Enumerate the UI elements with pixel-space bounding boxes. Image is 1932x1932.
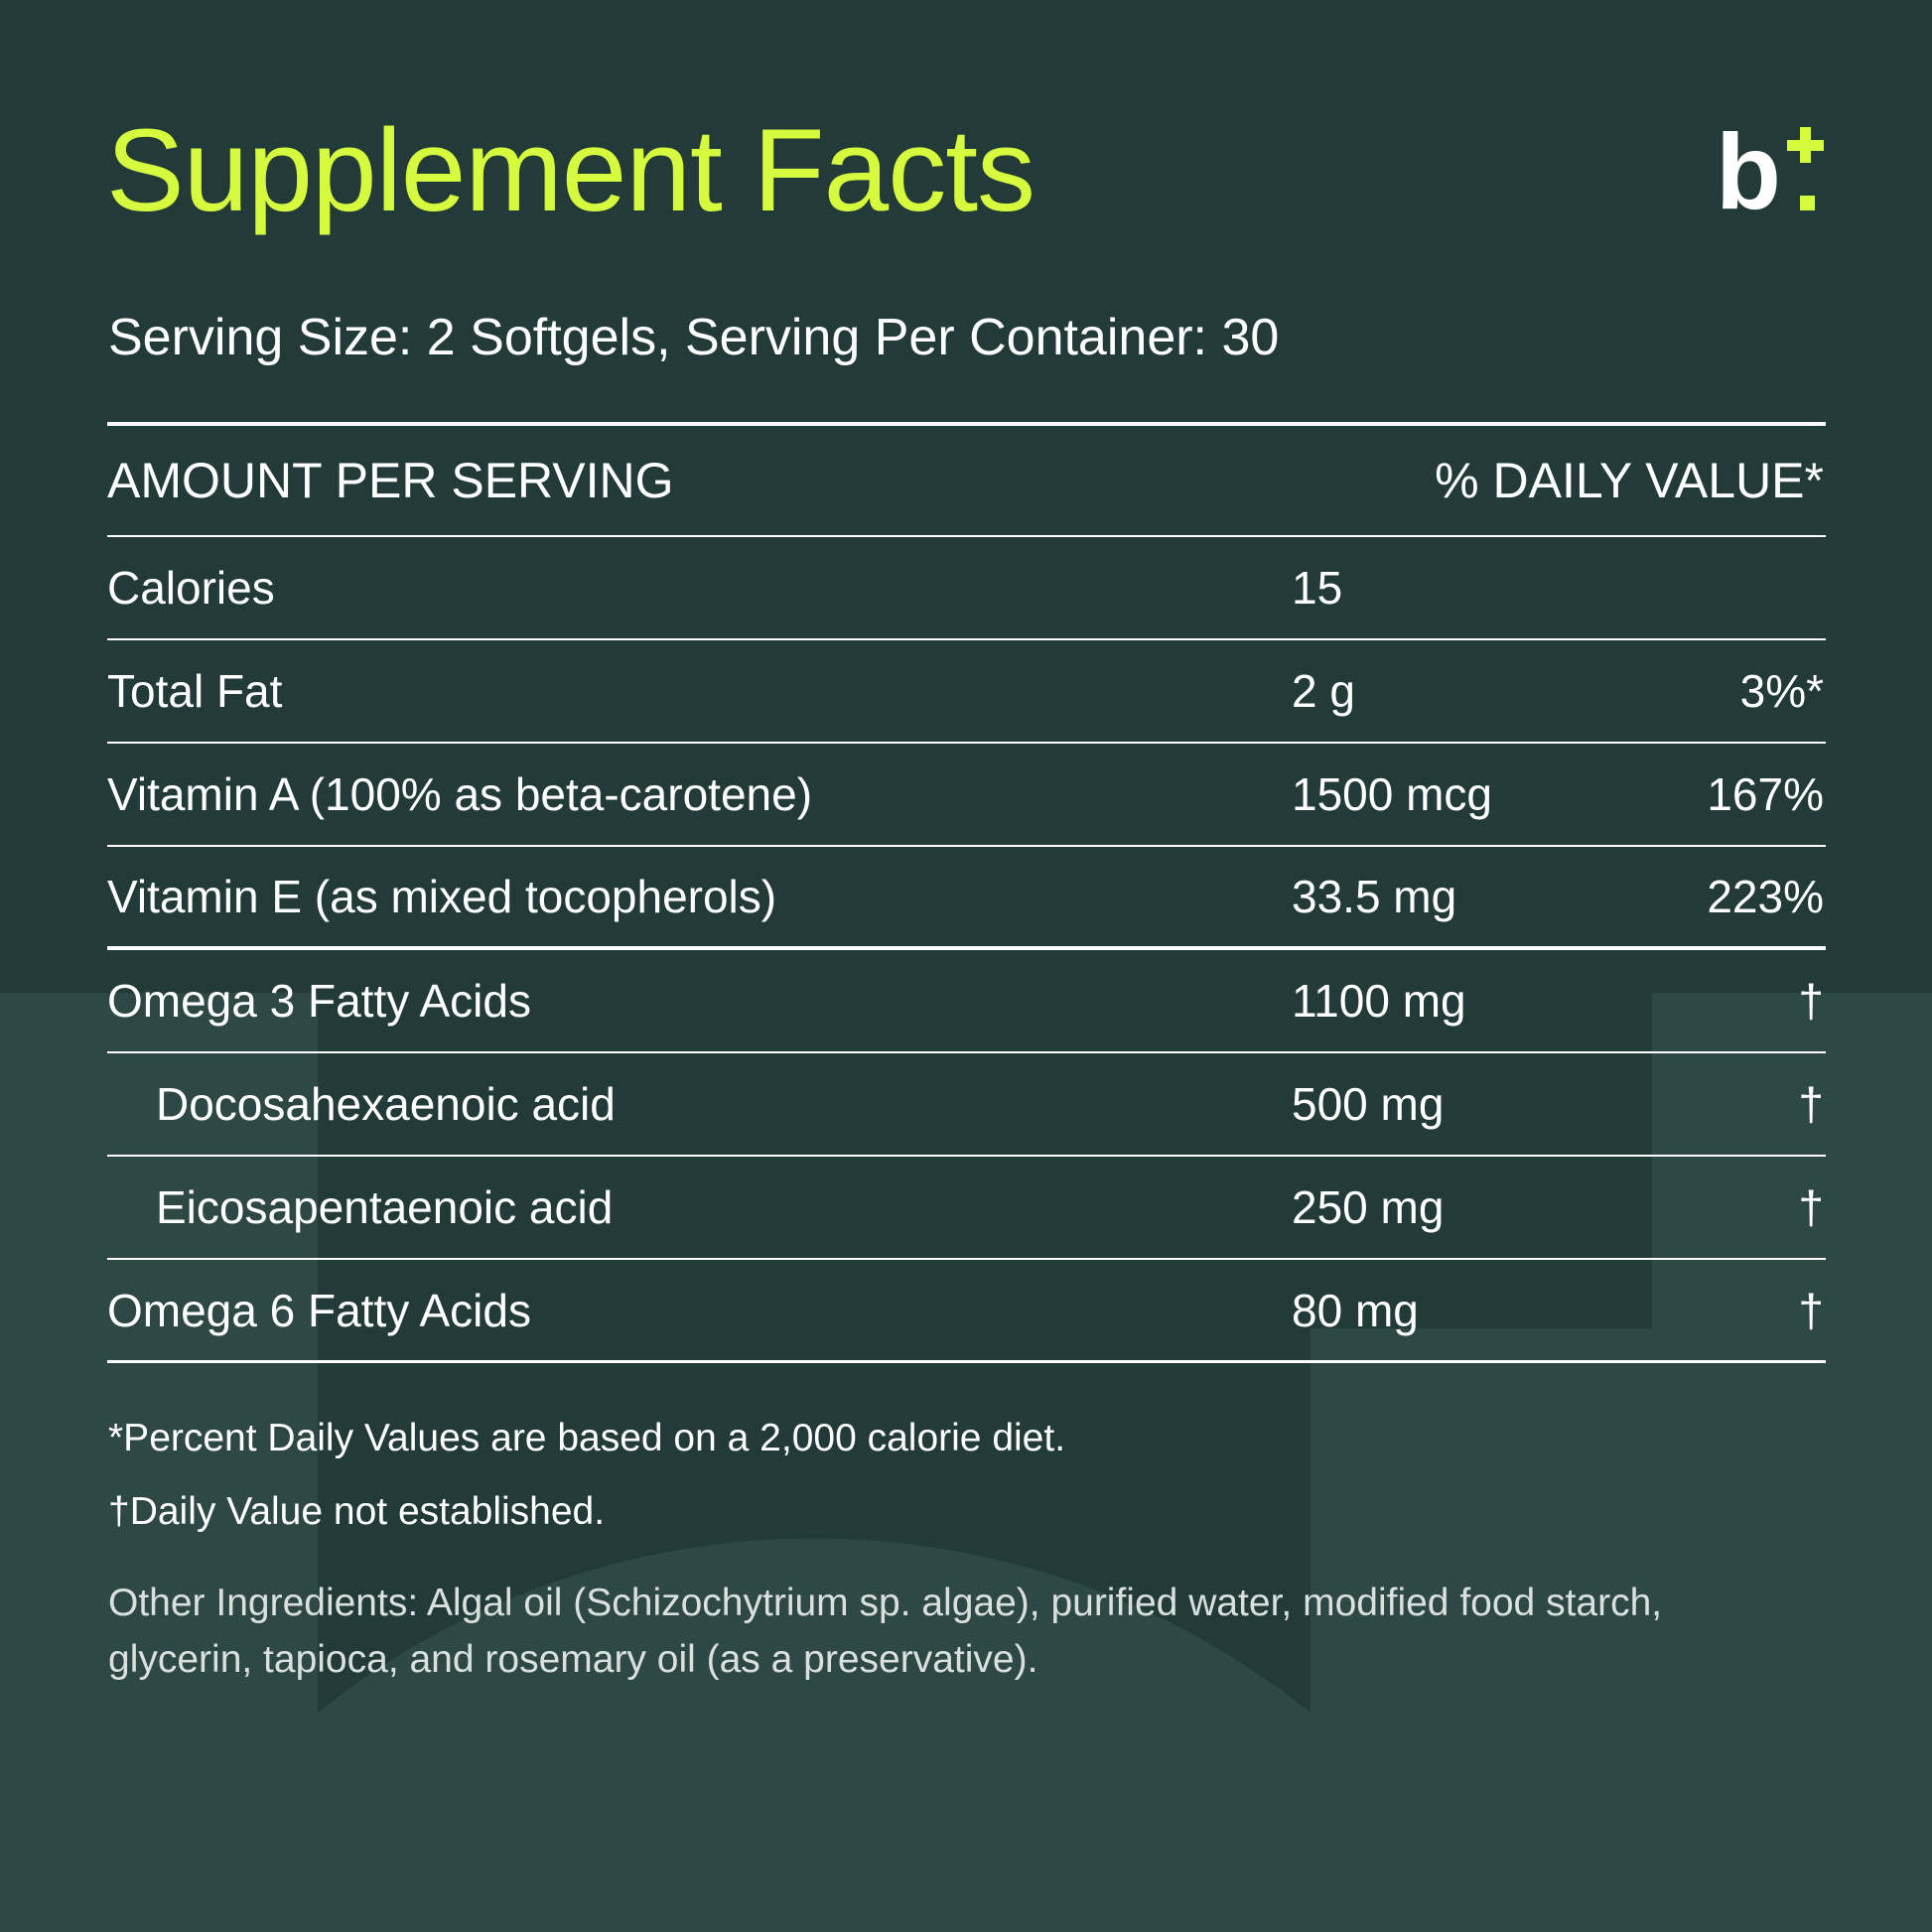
nutrient-daily-value: † bbox=[1798, 1181, 1824, 1233]
nutrient-daily-value: 167% bbox=[1707, 768, 1824, 820]
nutrient-amount: 500 mg bbox=[1292, 1078, 1445, 1130]
nutrient-name: Vitamin E (as mixed tocopherols) bbox=[107, 871, 777, 922]
nutrient-daily-value: † bbox=[1798, 975, 1824, 1027]
footnote-dagger: †Daily Value not established. bbox=[108, 1490, 606, 1533]
table-row: Docosahexaenoic acid 500 mg † bbox=[107, 1053, 1826, 1157]
b-plus-logo-icon: b bbox=[1716, 127, 1824, 226]
nutrient-daily-value: † bbox=[1798, 1284, 1824, 1336]
table-row: Total Fat 2 g 3%* bbox=[107, 640, 1826, 744]
nutrient-name: Eicosapentaenoic acid bbox=[156, 1181, 614, 1233]
table-row: Omega 3 Fatty Acids 1100 mg † bbox=[107, 950, 1826, 1053]
nutrient-daily-value: 223% bbox=[1707, 871, 1824, 922]
table-row: Calories 15 bbox=[107, 537, 1826, 640]
page-title: Supplement Facts bbox=[106, 105, 1035, 236]
table-header: AMOUNT PER SERVING % DAILY VALUE* bbox=[107, 422, 1826, 537]
header-amount-per-serving: AMOUNT PER SERVING bbox=[107, 453, 674, 508]
footnote-percent-daily-value: *Percent Daily Values are based on a 2,0… bbox=[108, 1417, 1066, 1459]
other-ingredients: Other Ingredients: Algal oil (Schizochyt… bbox=[108, 1582, 1663, 1681]
table-row: Vitamin A (100% as beta-carotene) 1500 m… bbox=[107, 744, 1826, 847]
table-row: Eicosapentaenoic acid 250 mg † bbox=[107, 1157, 1826, 1260]
nutrient-name: Docosahexaenoic acid bbox=[156, 1078, 616, 1130]
facts-table: AMOUNT PER SERVING % DAILY VALUE* Calori… bbox=[107, 422, 1826, 1363]
nutrient-daily-value: † bbox=[1798, 1078, 1824, 1130]
nutrient-amount: 2 g bbox=[1292, 665, 1355, 717]
nutrient-name: Total Fat bbox=[107, 665, 283, 717]
svg-text:b: b bbox=[1716, 127, 1781, 226]
serving-info: Serving Size: 2 Softgels, Serving Per Co… bbox=[108, 309, 1280, 366]
nutrient-amount: 33.5 mg bbox=[1292, 871, 1457, 922]
nutrient-amount: 15 bbox=[1292, 562, 1343, 614]
nutrient-name: Omega 3 Fatty Acids bbox=[107, 975, 531, 1027]
nutrient-amount: 1100 mg bbox=[1292, 975, 1466, 1027]
nutrient-amount: 250 mg bbox=[1292, 1181, 1445, 1233]
header-daily-value: % DAILY VALUE* bbox=[1435, 453, 1824, 508]
nutrient-amount: 80 mg bbox=[1292, 1284, 1419, 1336]
nutrient-name: Vitamin A (100% as beta-carotene) bbox=[107, 768, 813, 820]
nutrient-name: Calories bbox=[107, 562, 275, 614]
table-row: Vitamin E (as mixed tocopherols) 33.5 mg… bbox=[107, 847, 1826, 950]
nutrient-name: Omega 6 Fatty Acids bbox=[107, 1284, 531, 1336]
nutrient-daily-value: 3%* bbox=[1739, 665, 1824, 717]
nutrient-amount: 1500 mcg bbox=[1292, 768, 1493, 820]
table-row: Omega 6 Fatty Acids 80 mg † bbox=[107, 1260, 1826, 1363]
